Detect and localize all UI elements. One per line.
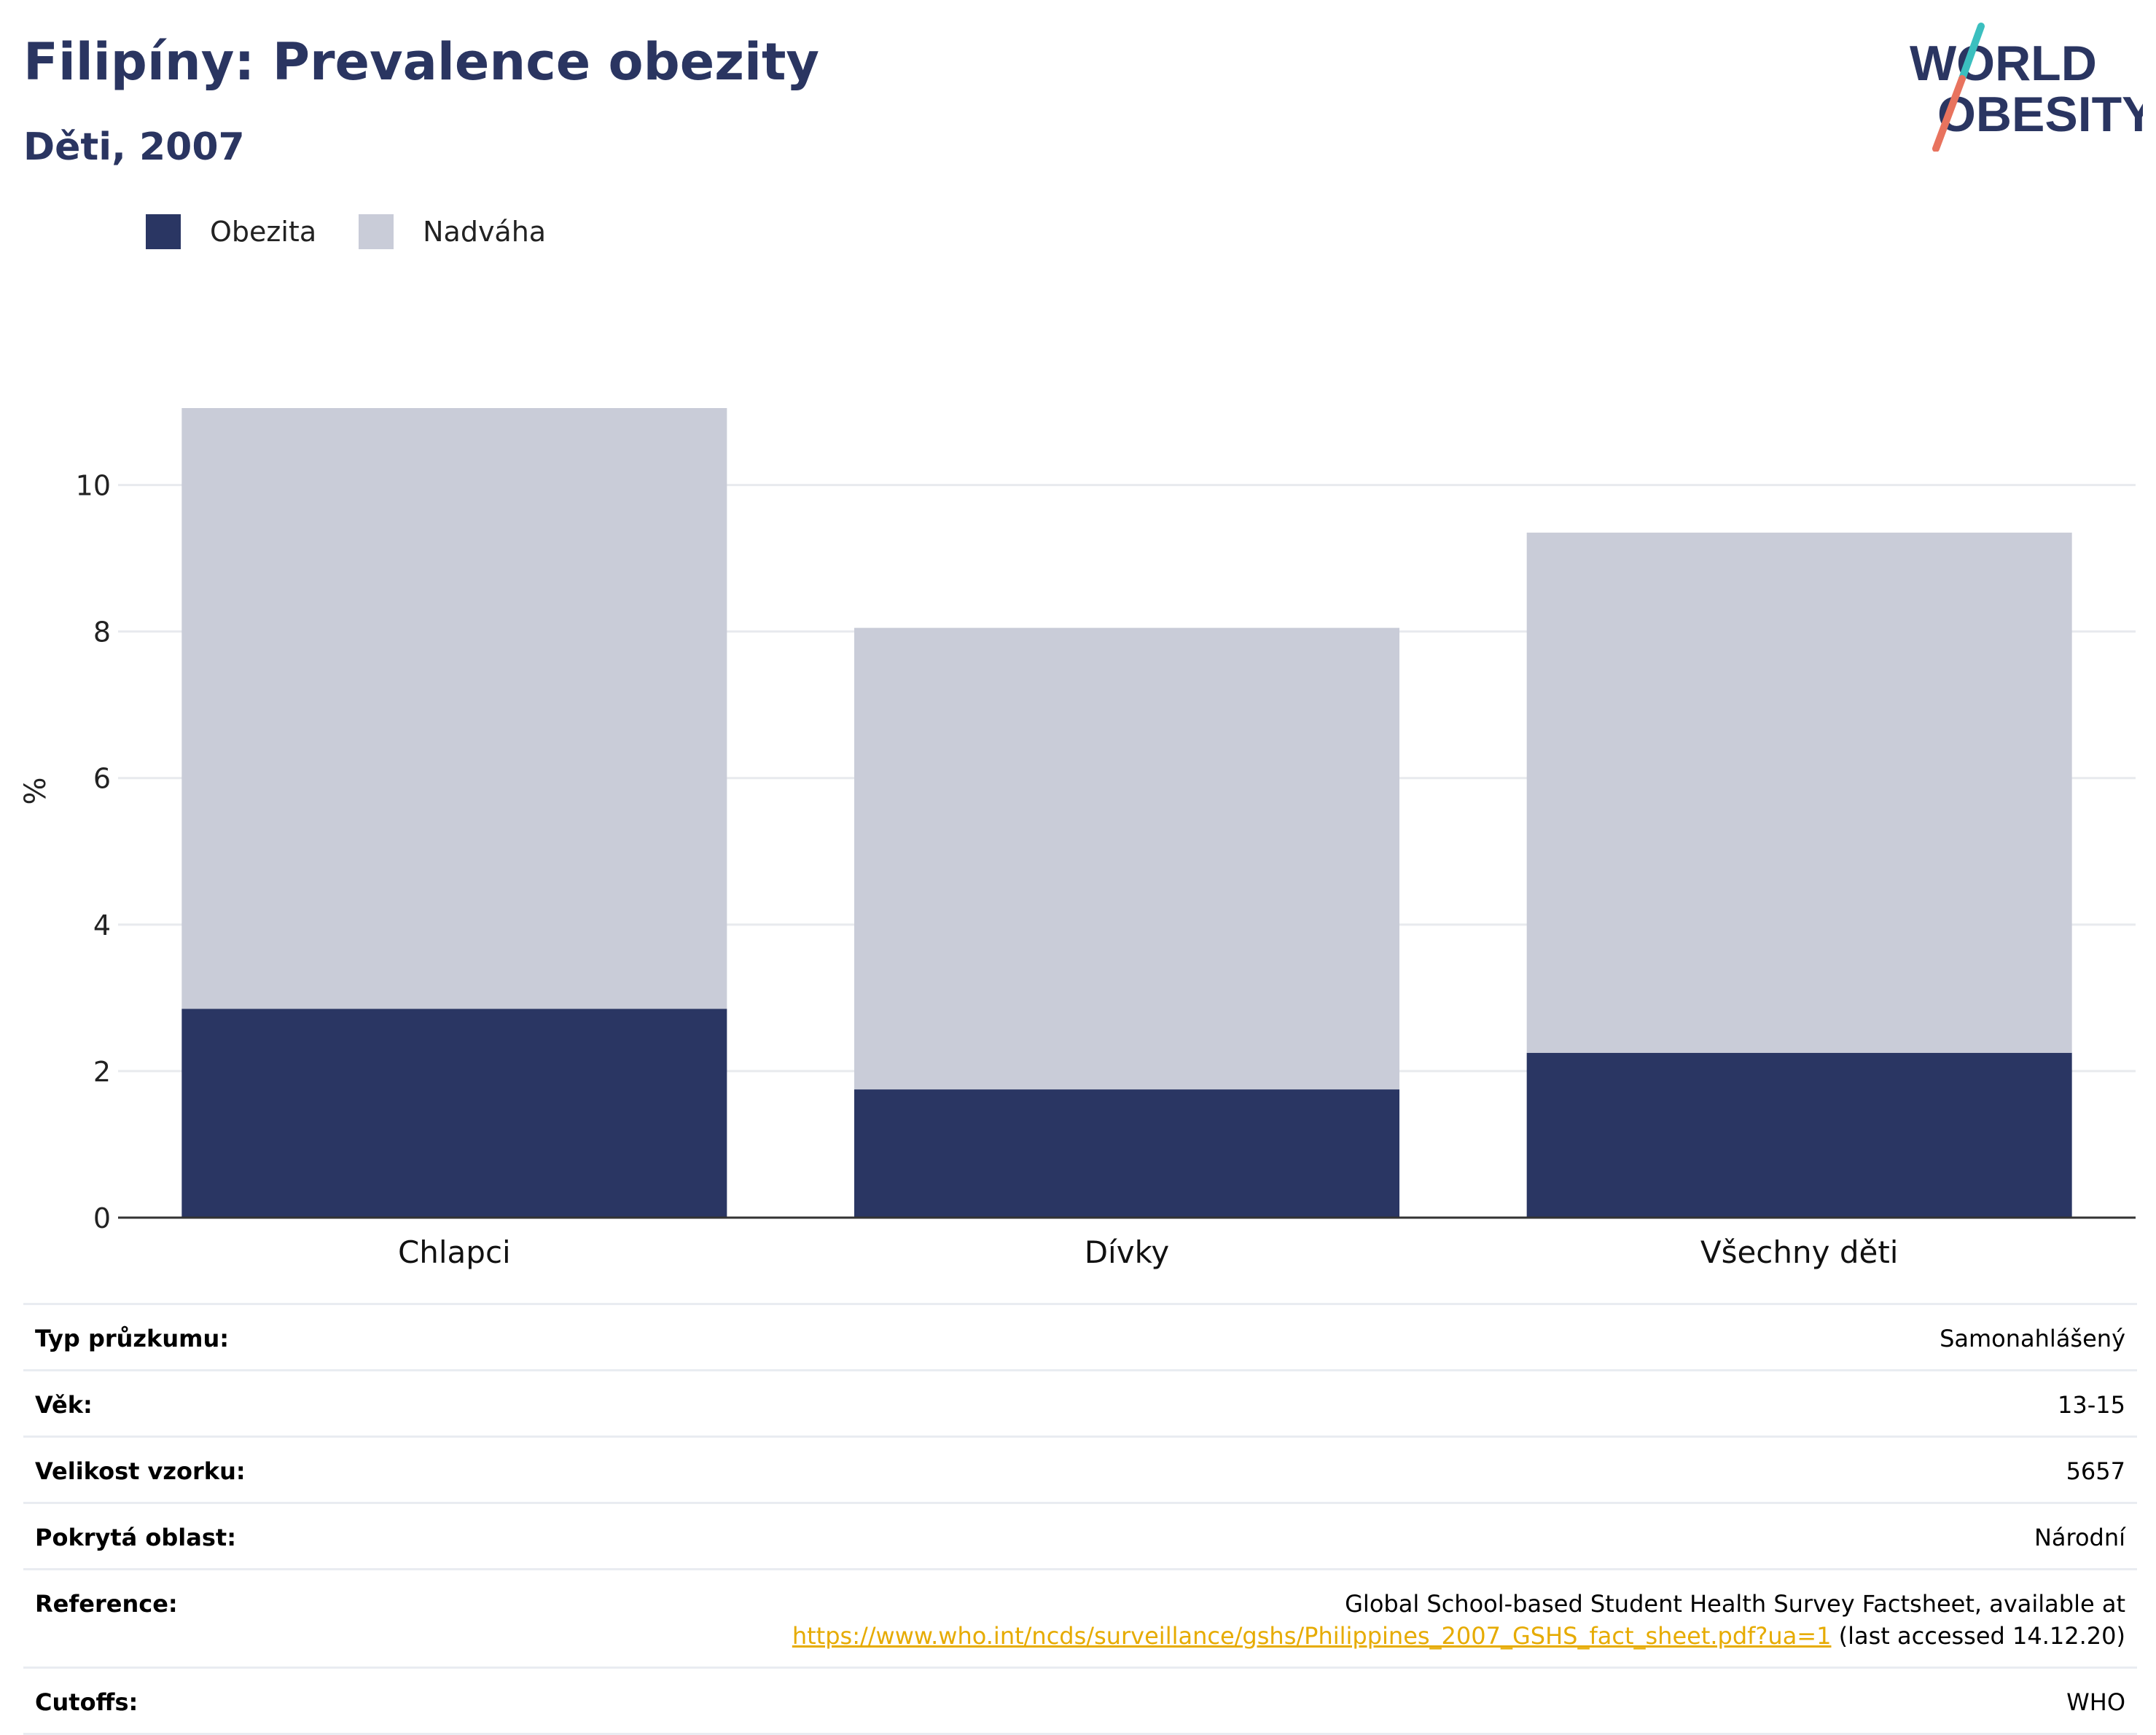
bar-obezita[interactable]	[181, 1009, 727, 1218]
y-tick-label: 8	[93, 616, 111, 649]
bar-obezita[interactable]	[854, 1089, 1399, 1218]
y-tick-label: 6	[93, 763, 111, 795]
info-value: 13-15	[2058, 1391, 2125, 1419]
legend-label-nadvaha: Nadváha	[423, 216, 547, 248]
info-row-cutoffs: Cutoffs: WHO	[23, 1669, 2137, 1735]
x-tick-label: Všechny děti	[1700, 1234, 1899, 1270]
info-row-sample-size: Velikost vzorku: 5657	[23, 1438, 2137, 1504]
info-row-area-covered: Pokrytá oblast: Národní	[23, 1504, 2137, 1570]
x-tick-label: Dívky	[1085, 1234, 1170, 1270]
logo-line-1: WORLD	[1910, 36, 2097, 91]
legend-label-obezita: Obezita	[210, 216, 317, 248]
info-table: Typ průzkumu: Samonahlášený Věk: 13-15 V…	[23, 1303, 2137, 1735]
bar-obezita[interactable]	[1526, 1052, 2072, 1218]
bar-nadvaha[interactable]	[854, 627, 1399, 1090]
legend-swatch-nadvaha	[359, 214, 394, 249]
legend-item-obezita[interactable]: Obezita	[146, 214, 316, 249]
legend-swatch-obezita	[146, 214, 181, 249]
legend: Obezita Nadváha	[146, 214, 588, 249]
x-axis-ticks: Chlapci Dívky Všechny děti	[398, 1234, 1899, 1270]
y-tick-label: 2	[93, 1056, 111, 1088]
logo-slash-teal	[1958, 23, 1985, 82]
stacked-bar-chart: 0 2 4 6 8 10 Chlapci Dívky Všechny děti %	[19, 408, 2136, 1270]
bar-nadvaha[interactable]	[181, 408, 727, 1009]
reference-suffix: (last accessed 14.12.20)	[1831, 1622, 2125, 1650]
info-label: Věk:	[35, 1391, 93, 1419]
reference-link[interactable]: https://www.who.int/ncds/surveillance/gs…	[792, 1622, 1832, 1650]
info-value-reference: Global School-based Student Health Surve…	[792, 1588, 2125, 1652]
info-label: Pokrytá oblast:	[35, 1524, 236, 1551]
y-tick-label: 0	[93, 1202, 111, 1234]
bar-nadvaha[interactable]	[1526, 532, 2072, 1053]
info-label: Typ průzkumu:	[35, 1325, 230, 1352]
logo-line-2: OBESITY	[1937, 87, 2143, 142]
chart-subtitle: Děti, 2007	[23, 125, 245, 169]
info-row-reference: Reference: Global School-based Student H…	[23, 1570, 2137, 1669]
info-row-age: Věk: 13-15	[23, 1371, 2137, 1438]
reference-text: Global School-based Student Health Surve…	[1345, 1590, 2125, 1618]
bars	[181, 408, 2072, 1218]
legend-item-nadvaha[interactable]: Nadváha	[359, 214, 546, 249]
info-label: Reference:	[35, 1590, 178, 1618]
info-value: Samonahlášený	[1940, 1325, 2125, 1352]
info-value: 5657	[2066, 1457, 2125, 1485]
y-tick-label: 4	[93, 909, 111, 941]
y-axis-label: %	[19, 777, 52, 804]
info-label: Velikost vzorku:	[35, 1457, 246, 1485]
info-row-survey-type: Typ průzkumu: Samonahlášený	[23, 1303, 2137, 1371]
world-obesity-logo: WORLD OBESITY	[1910, 23, 2143, 152]
x-tick-label: Chlapci	[398, 1234, 511, 1270]
logo-slash-coral	[1932, 75, 1966, 152]
info-value: WHO	[2066, 1688, 2125, 1716]
info-value: Národní	[2034, 1524, 2125, 1551]
info-label: Cutoffs:	[35, 1688, 138, 1716]
y-tick-label: 10	[76, 470, 111, 502]
y-axis-ticks: 0 2 4 6 8 10	[76, 470, 111, 1234]
chart-title: Filipíny: Prevalence obezity	[23, 32, 820, 92]
